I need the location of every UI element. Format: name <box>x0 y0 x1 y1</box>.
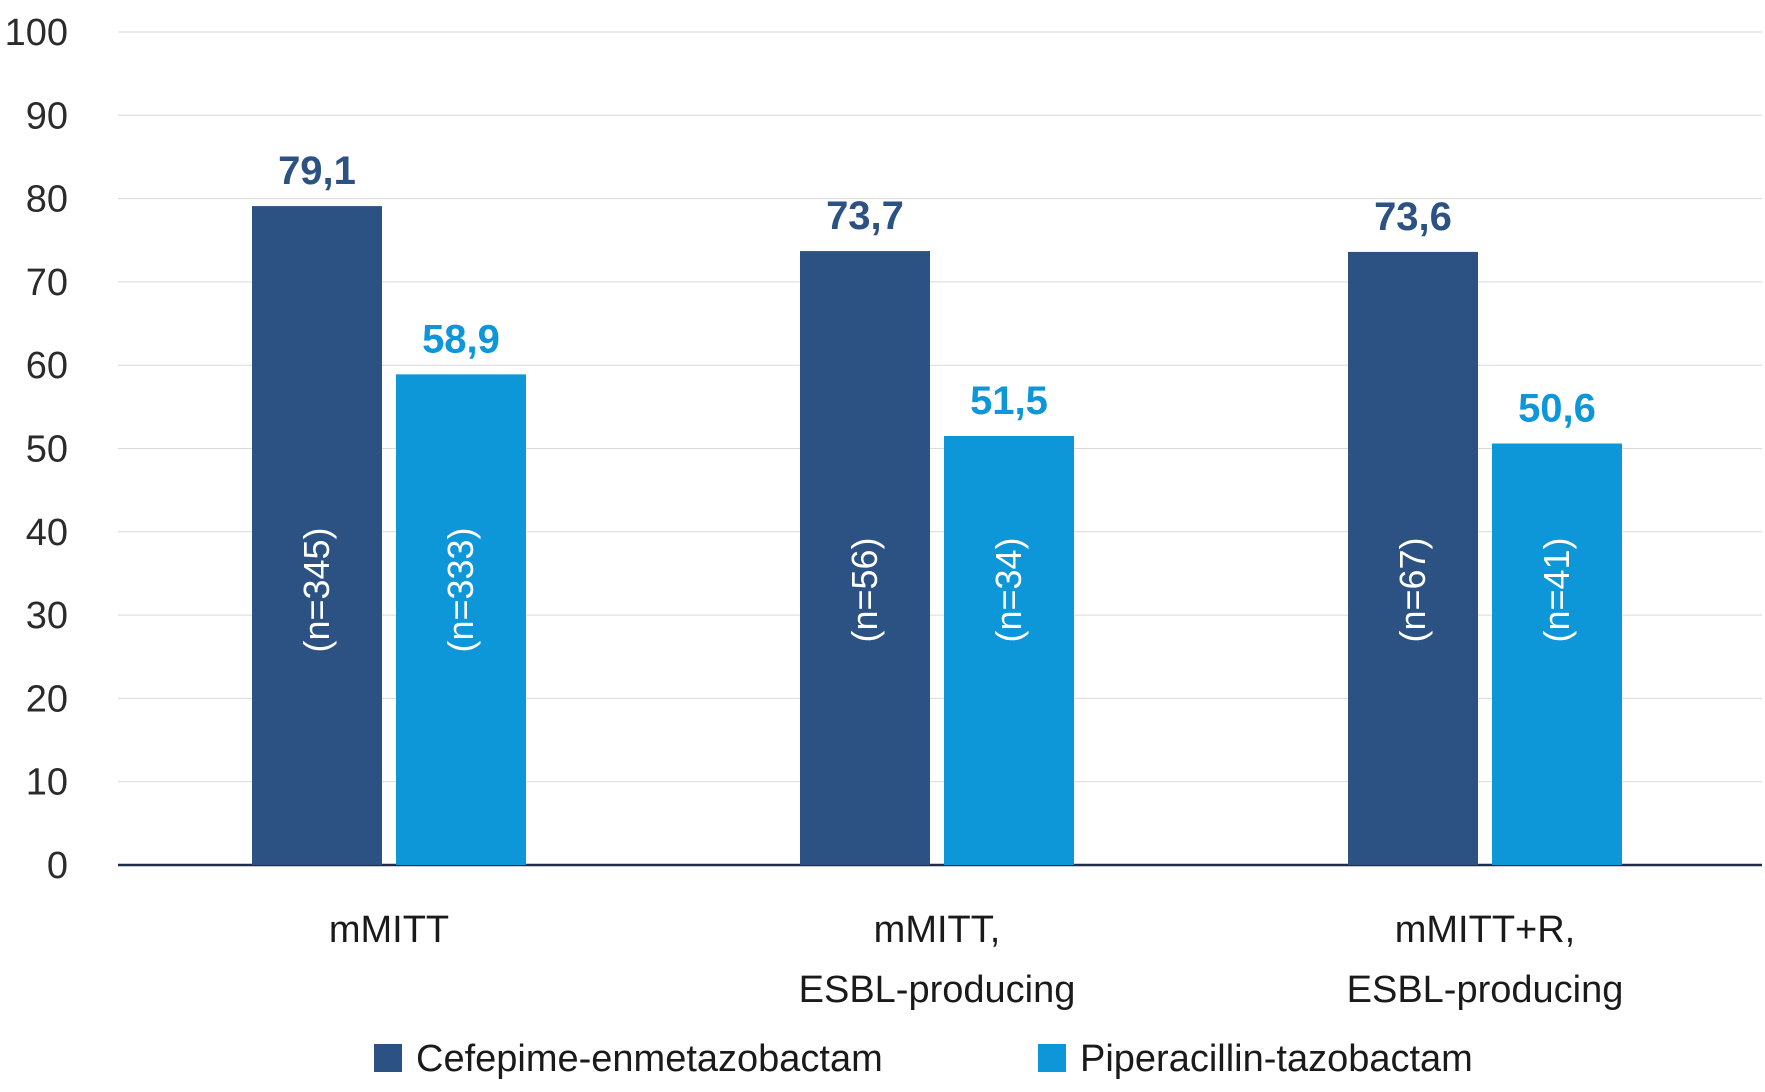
category-label: ESBL-producing <box>1347 969 1624 1011</box>
y-tick-label: 0 <box>47 845 68 887</box>
bar <box>252 206 382 866</box>
n-label: (n=56) <box>844 537 885 642</box>
legend-swatch <box>374 1044 402 1072</box>
bar <box>1348 251 1478 866</box>
category-label: mMITT+R, <box>1395 909 1575 951</box>
y-tick-label: 50 <box>26 429 68 471</box>
category-label: mMITT, <box>874 909 1001 951</box>
data-label: 79,1 <box>278 149 356 193</box>
n-label: (n=67) <box>1392 537 1433 642</box>
n-label: (n=41) <box>1536 537 1577 642</box>
legend-label: Piperacillin-tazobactam <box>1080 1038 1473 1080</box>
data-label: 50,6 <box>1518 387 1596 431</box>
n-label: (n=345) <box>296 527 337 652</box>
data-label: 51,5 <box>970 379 1048 423</box>
bar <box>944 436 1074 865</box>
data-label: 73,6 <box>1374 195 1452 239</box>
n-label: (n=333) <box>440 527 481 652</box>
category-label: ESBL-producing <box>799 969 1076 1011</box>
category-label: mMITT <box>329 909 449 951</box>
y-tick-label: 40 <box>26 512 68 554</box>
y-tick-label: 20 <box>26 678 68 720</box>
data-label: 73,7 <box>826 194 904 238</box>
bar <box>1492 443 1622 865</box>
y-tick-label: 60 <box>26 345 68 387</box>
bar <box>396 374 526 865</box>
y-tick-label: 90 <box>26 95 68 137</box>
legend-swatch <box>1038 1044 1066 1072</box>
y-tick-label: 80 <box>26 179 68 221</box>
y-tick-label: 70 <box>26 262 68 304</box>
data-label: 58,9 <box>422 317 500 361</box>
legend-label: Cefepime-enmetazobactam <box>416 1038 883 1080</box>
bar <box>800 251 930 866</box>
y-tick-label: 30 <box>26 595 68 637</box>
y-tick-label: 100 <box>5 12 68 54</box>
n-label: (n=34) <box>988 537 1029 642</box>
y-tick-label: 10 <box>26 762 68 804</box>
